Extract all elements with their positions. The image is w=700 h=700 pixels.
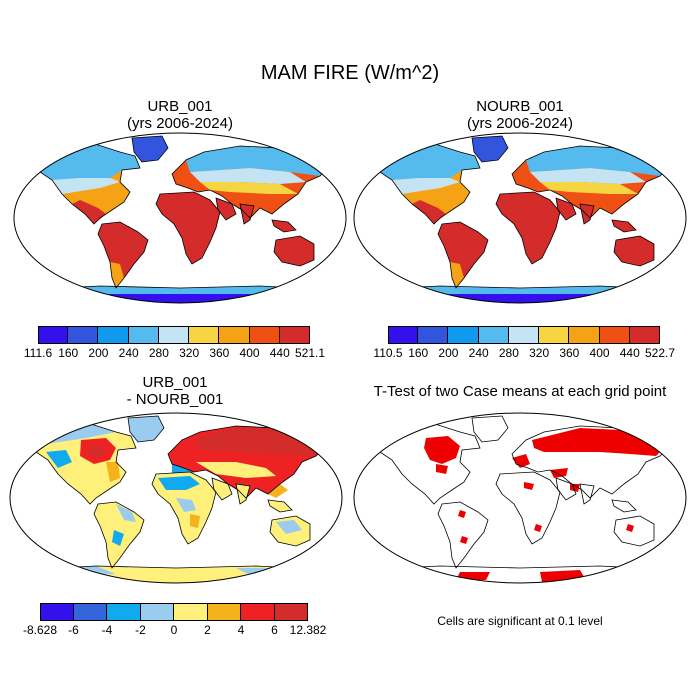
nourb-panel-title: NOURB_001 (yrs 2006-2024): [400, 98, 640, 132]
colorbar-nourb-tick-label: 160: [408, 346, 429, 360]
colorbar-diff-swatch: [107, 603, 141, 621]
colorbar-diff-swatch: [40, 603, 74, 621]
colorbar-nourb-swatch: [418, 326, 449, 344]
colorbar-nourb-tick-label: 400: [589, 346, 610, 360]
colorbar-urb-tick-label: 240: [118, 346, 139, 360]
significant-cells: [380, 428, 666, 582]
nourb-title-line2: (yrs 2006-2024): [467, 115, 573, 132]
colorbar-nourb-swatch: [599, 326, 630, 344]
colorbar-nourb-swatch: [569, 326, 600, 344]
colorbar-diff-swatch: [174, 603, 208, 621]
colorbar-urb-tick-label: 320: [179, 346, 200, 360]
colorbar-diff-tick-label: 0: [170, 623, 178, 637]
colorbar-nourb-swatch: [629, 326, 660, 344]
colorbar-urb-swatch: [128, 326, 159, 344]
colorbar-diff-swatch: [274, 603, 308, 621]
colorbar-urb-tick-label: 160: [58, 346, 79, 360]
colorbar-nourb-tick-label: 440: [619, 346, 640, 360]
colorbar-nourb-tick-label: 200: [438, 346, 459, 360]
colorbar-nourb-labels: 110.5 160 200 240 280 320 360 400 440 522.7: [373, 346, 675, 362]
map-nourb-border: [353, 132, 687, 304]
colorbar-nourb-tick-label: 240: [468, 346, 489, 360]
colorbar-urb-swatch: [98, 326, 129, 344]
colorbar-urb-swatch: [38, 326, 69, 344]
map-diff-border: [9, 412, 343, 584]
colorbar-urb-swatch: [68, 326, 99, 344]
colorbar-nourb-tick-label: 522.7: [644, 346, 676, 360]
map-ttest-border: [353, 412, 687, 584]
colorbar-urb-swatch: [279, 326, 310, 344]
colorbar-urb-swatch: [219, 326, 250, 344]
colorbar-urb: [38, 326, 310, 344]
colorbar-diff-tick-label: -8.628: [22, 623, 58, 637]
colorbar-nourb-tick-label: 280: [498, 346, 519, 360]
colorbar-nourb-tick-label: 360: [559, 346, 580, 360]
colorbar-diff-swatch: [207, 603, 241, 621]
colorbar-diff-tick-label: 12.382: [289, 623, 327, 637]
colorbar-urb-tick-label: 360: [209, 346, 230, 360]
colorbar-diff-swatch: [140, 603, 174, 621]
colorbar-nourb-swatch: [539, 326, 570, 344]
map-urb: [14, 135, 346, 303]
map-nourb: [354, 135, 686, 303]
map-ttest: [354, 415, 686, 583]
colorbar-nourb-swatch: [448, 326, 479, 344]
nourb-title-line1: NOURB_001: [476, 98, 564, 115]
colorbar-nourb-tick-label: 320: [529, 346, 550, 360]
colorbar-nourb-swatch: [388, 326, 419, 344]
diff-title-line1: URB_001: [142, 374, 208, 391]
colorbar-urb-tick-label: 280: [148, 346, 169, 360]
urb-title-line2: (yrs 2006-2024): [127, 115, 233, 132]
ttest-panel-title: T-Test of two Case means at each grid po…: [373, 383, 667, 400]
colorbar-diff: [40, 603, 308, 621]
colorbar-diff-tick-label: 2: [204, 623, 211, 637]
colorbar-urb-swatch: [189, 326, 220, 344]
colorbar-urb-labels: 111.6 160 200 240 280 320 360 400 440 521.1: [24, 346, 325, 362]
colorbar-urb-tick-label: 440: [269, 346, 290, 360]
colorbar-urb-swatch: [158, 326, 190, 344]
urb-panel-title: URB_001 (yrs 2006-2024): [60, 98, 300, 132]
colorbar-nourb-tick-label: 110.5: [373, 346, 403, 360]
colorbar-urb-tick-label: 521.1: [294, 346, 326, 360]
colorbar-diff-tick-label: 6: [271, 623, 278, 637]
colorbar-diff-labels: -8.628 -6 -4 -2 0 2 4 6 12.382: [23, 623, 326, 639]
diff-title-line2: - NOURB_001: [126, 391, 224, 408]
colorbar-nourb: [388, 326, 660, 344]
colorbar-urb-tick-label: 400: [239, 346, 260, 360]
diff-panel-title: URB_001 - NOURB_001: [55, 374, 295, 408]
colorbar-urb-swatch: [249, 326, 280, 344]
colorbar-diff-tick-label: -4: [101, 623, 113, 637]
colorbar-urb-tick-label: 111.6: [23, 346, 53, 360]
colorbar-diff-tick-label: 4: [237, 623, 245, 637]
colorbar-nourb-swatch: [508, 326, 540, 344]
colorbar-nourb-swatch: [478, 326, 509, 344]
ttest-note: Cells are significant at 0.1 level: [437, 614, 603, 628]
colorbar-diff-swatch: [241, 603, 275, 621]
colorbar-diff-tick-label: -6: [68, 623, 79, 637]
colorbar-urb-tick-label: 200: [88, 346, 109, 360]
urb-title-line1: URB_001: [147, 98, 213, 115]
map-diff: [10, 415, 342, 583]
colorbar-diff-tick-label: -2: [135, 623, 146, 637]
main-title: MAM FIRE (W/m^2): [260, 62, 440, 84]
map-urb-border: [13, 132, 347, 304]
colorbar-diff-swatch: [73, 603, 107, 621]
